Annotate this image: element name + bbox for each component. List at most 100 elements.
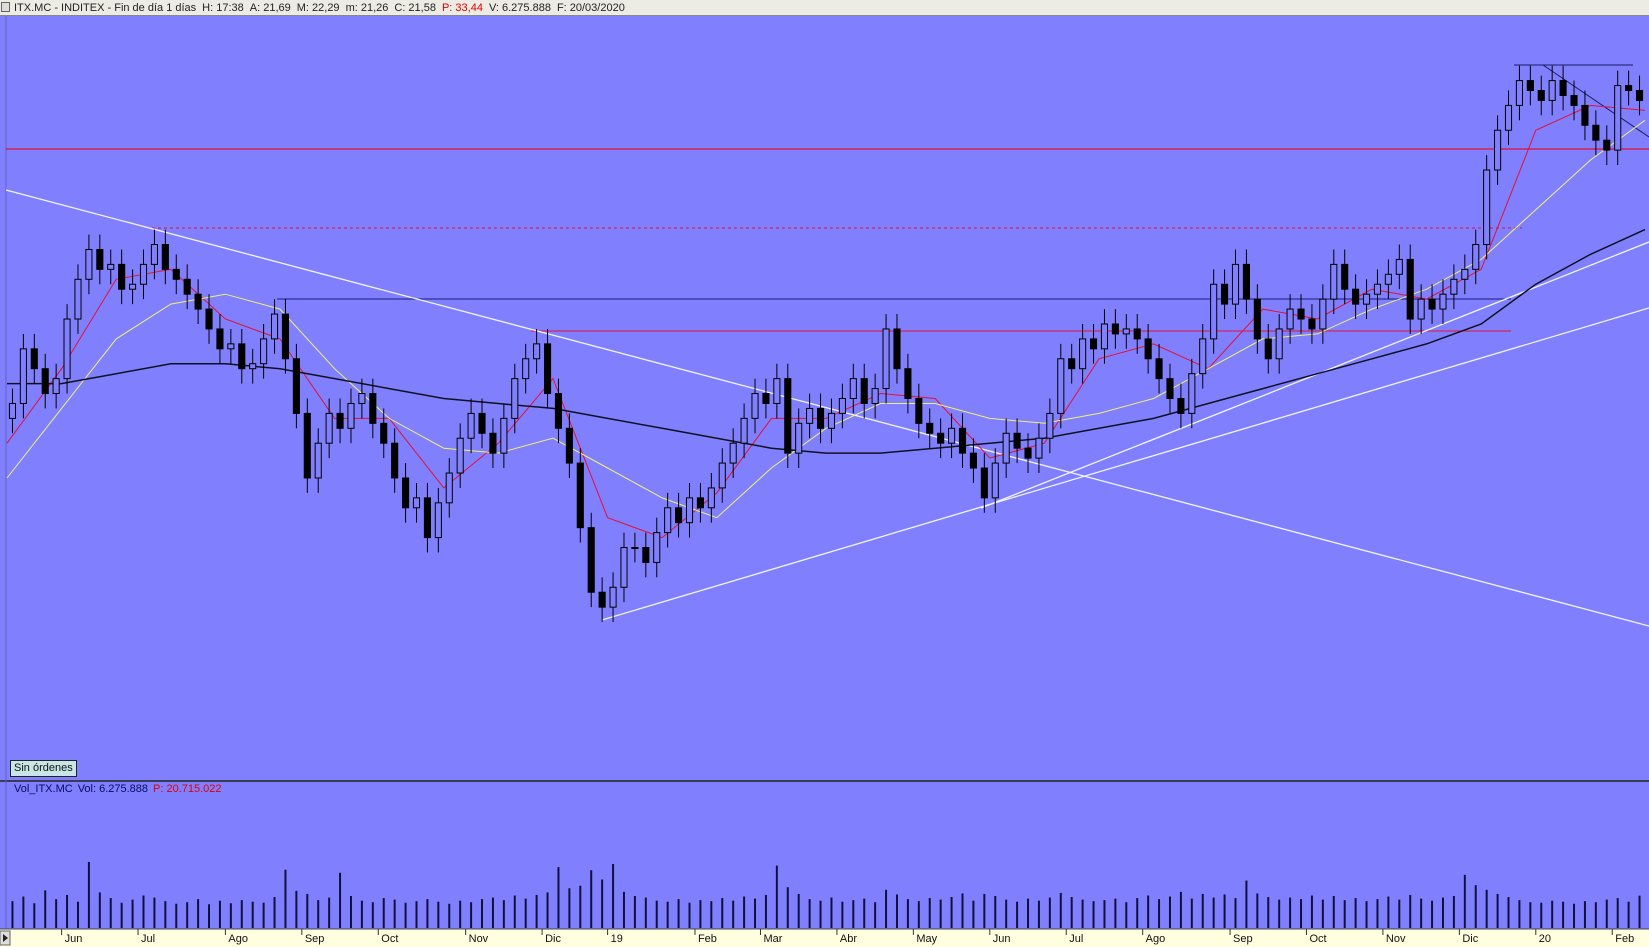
candle-body xyxy=(205,308,213,330)
candle-body xyxy=(1330,263,1338,300)
volume-bar xyxy=(655,900,658,928)
candle-body xyxy=(1537,90,1545,101)
candle-body xyxy=(816,407,825,429)
volume-bar xyxy=(415,901,418,928)
volume-bar xyxy=(1409,894,1412,928)
volume-bar xyxy=(513,895,516,928)
volume-bar xyxy=(251,901,254,928)
volume-bar xyxy=(732,900,735,928)
candle-body xyxy=(1057,358,1065,414)
volume-bar xyxy=(1529,902,1532,928)
x-tick-label: Jun xyxy=(993,933,1011,945)
volume-bar xyxy=(1278,899,1281,928)
candle-body xyxy=(1122,328,1130,335)
volume-bar xyxy=(328,897,331,928)
volume-bar xyxy=(98,892,101,928)
volume-bar xyxy=(437,901,440,928)
candle-body xyxy=(1035,437,1043,459)
candle-body xyxy=(576,462,584,529)
window-button[interactable] xyxy=(1,2,10,12)
candle-body xyxy=(587,527,595,593)
candle-body xyxy=(434,502,442,539)
volume-bar xyxy=(426,899,429,928)
volume-bar xyxy=(1365,901,1368,928)
candle-body xyxy=(467,412,475,439)
volume-bar xyxy=(906,899,909,928)
candle-body xyxy=(1253,298,1261,340)
candle-body xyxy=(292,358,300,414)
volume-bar xyxy=(950,897,953,928)
volume-bar xyxy=(1114,898,1117,928)
candle-body xyxy=(1297,308,1305,320)
candle-body xyxy=(740,417,748,444)
candle-body xyxy=(1002,432,1010,464)
volume-bar xyxy=(1332,896,1335,928)
candle-body xyxy=(478,412,486,434)
volume-bar xyxy=(1245,880,1248,928)
candle-body xyxy=(751,393,759,419)
candle-body xyxy=(543,343,552,395)
volume-bar xyxy=(612,864,615,928)
volume-bar xyxy=(1289,897,1292,928)
candle-body xyxy=(1221,283,1229,305)
candle-body xyxy=(1581,104,1589,126)
candle-body xyxy=(96,248,104,270)
volume-bar xyxy=(524,898,527,928)
candle-body xyxy=(533,343,541,360)
candle-body xyxy=(1472,244,1480,270)
candle-body xyxy=(554,393,563,429)
volume-bar xyxy=(186,902,189,928)
candle-body xyxy=(1100,323,1109,350)
volume-bar xyxy=(1551,900,1554,928)
candle-body xyxy=(1428,298,1436,310)
volume-bar xyxy=(393,899,396,928)
volume-bar xyxy=(1103,900,1106,928)
candle-body xyxy=(729,442,737,464)
candle-body xyxy=(1614,85,1622,151)
volume-bar xyxy=(917,901,920,928)
candle-body xyxy=(129,283,137,290)
volume-bar xyxy=(1125,902,1128,928)
volume-bar xyxy=(11,901,14,928)
volume-bar xyxy=(1638,895,1641,928)
candle-body xyxy=(685,497,694,524)
candle-body xyxy=(380,422,388,444)
candle-body xyxy=(19,348,27,404)
volume-bar xyxy=(754,898,757,928)
volume-bar xyxy=(1256,893,1259,928)
volume-bar xyxy=(66,894,69,928)
candle-body xyxy=(1188,373,1196,414)
volume-bar xyxy=(1223,894,1226,928)
volume-bar xyxy=(349,896,352,928)
candle-body xyxy=(1450,278,1458,295)
volume-bar xyxy=(841,901,844,928)
candle-body xyxy=(1362,293,1371,305)
candle-body xyxy=(1559,80,1567,96)
candle-body xyxy=(1384,273,1392,285)
field: M: 22,29 xyxy=(296,2,340,14)
candle-body xyxy=(194,293,202,310)
candle-body xyxy=(139,263,148,285)
candle-body xyxy=(795,422,803,454)
volume-bar xyxy=(120,902,123,928)
volume-bar xyxy=(448,903,451,928)
volume-bar xyxy=(819,900,822,928)
volume-bar xyxy=(1616,898,1619,928)
candle-body xyxy=(1373,283,1382,295)
volume-header: Vol_ITX.MC Vol: 6.275.888 P: 20.715.022 xyxy=(14,783,227,795)
volume-bar xyxy=(928,898,931,928)
volume-bar xyxy=(797,893,800,928)
field: P: 20.715.022 xyxy=(153,783,222,795)
candle-body xyxy=(991,462,999,499)
candle-body xyxy=(1603,139,1611,151)
volume-bar xyxy=(830,897,833,928)
candle-body xyxy=(74,278,82,320)
volume-bar xyxy=(863,898,866,928)
candle-body xyxy=(609,586,617,608)
volume-bar xyxy=(153,897,156,928)
candle-body xyxy=(1494,129,1502,171)
orders-button[interactable]: Sin órdenes xyxy=(10,760,77,777)
volume-bar xyxy=(1354,898,1357,928)
volume-bar xyxy=(994,896,997,928)
candle-body xyxy=(707,487,715,509)
